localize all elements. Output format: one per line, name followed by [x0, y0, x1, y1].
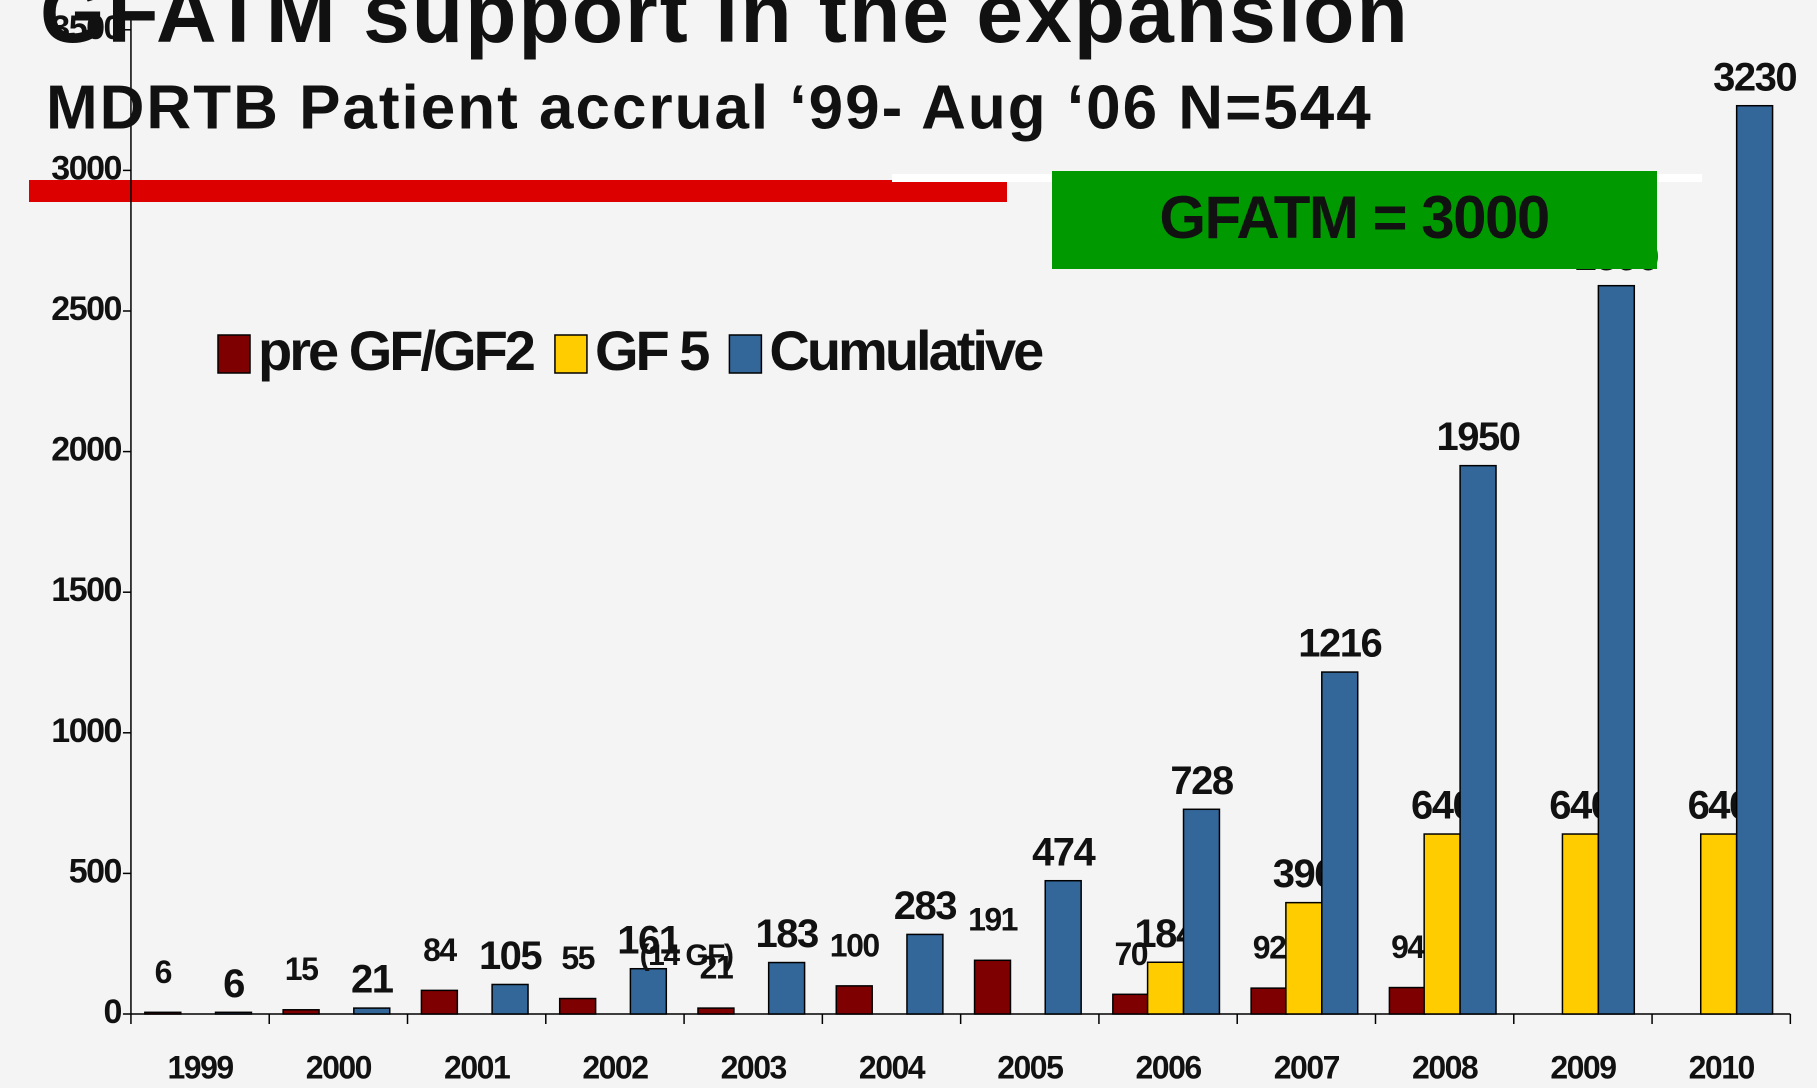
data-label: 105: [479, 934, 542, 978]
bar: [1699, 833, 1738, 1015]
bar: [629, 967, 668, 1015]
x-tick-label: 2001: [444, 1049, 510, 1085]
y-tick-label: 2000: [51, 431, 121, 469]
y-tick-label: 1000: [51, 712, 121, 750]
plot-area: 0 500 1000 1500 2000 2500 3000 3500 1999 6 6 2000 15…: [51, 9, 1798, 1086]
data-label: 6: [155, 954, 172, 990]
x-tick-label: 2010: [1689, 1049, 1755, 1085]
bar: [282, 1009, 320, 1015]
data-label: 100: [830, 927, 880, 963]
data-label: 728: [1170, 759, 1233, 803]
data-label: 84: [423, 932, 457, 968]
bar: [973, 959, 1012, 1015]
annotation-text: (14 GF): [640, 939, 733, 972]
bar: [1321, 671, 1359, 1015]
bar: [1112, 993, 1150, 1015]
data-label: 474: [1032, 830, 1096, 874]
bar: [1735, 104, 1774, 1015]
bar: [353, 1007, 391, 1015]
data-label: 1950: [1437, 415, 1520, 459]
y-tick-label: 500: [69, 852, 122, 890]
x-tick-label: 1999: [167, 1049, 233, 1085]
chart-subtitle: MDRTB Patient accrual ‘99- Aug ‘06 N=544: [46, 73, 1373, 142]
data-label: 191: [968, 902, 1018, 938]
x-tick-label: 2008: [1412, 1049, 1478, 1085]
bar: [1182, 808, 1221, 1015]
bar: [1250, 987, 1288, 1015]
data-label: 3230: [1713, 55, 1796, 99]
data-label: 21: [700, 950, 733, 986]
bar: [1044, 879, 1082, 1015]
x-tick-label: 2007: [1274, 1049, 1340, 1085]
bar: [906, 933, 944, 1015]
data-label: 55: [561, 940, 594, 976]
legend-label: pre GF/GF2: [258, 319, 534, 382]
x-tick-label: 2003: [721, 1049, 787, 1085]
y-tick-label: 1500: [51, 571, 121, 609]
chart-title: GFATM support in the expansion: [40, 0, 1410, 60]
annotation-box: [1052, 171, 1657, 269]
legend-swatch: [217, 334, 251, 374]
target-line: [29, 180, 1007, 202]
data-label: 183: [756, 912, 818, 956]
x-tick-label: 2005: [997, 1049, 1063, 1085]
x-tick-label: 2002: [582, 1049, 648, 1085]
bar: [1561, 833, 1600, 1015]
bar: [835, 985, 873, 1015]
data-label: 283: [894, 884, 956, 928]
data-label: 70: [1114, 936, 1147, 972]
data-label: 161: [617, 918, 680, 962]
bar: [1597, 284, 1636, 1015]
data-label: 21: [351, 958, 394, 1002]
y-tick-label: 3500: [51, 9, 121, 47]
data-label: 1216: [1298, 622, 1381, 666]
data-label: 15: [285, 951, 318, 987]
x-tick-label: 2004: [859, 1049, 926, 1085]
x-tick-label: 2000: [306, 1049, 372, 1085]
y-tick-label: 2500: [51, 290, 121, 328]
x-tick-label: 2006: [1135, 1049, 1201, 1085]
data-label: 94: [1391, 929, 1425, 965]
y-tick-label: 0: [104, 993, 122, 1031]
annotation-text: GFATM = 3000: [1159, 184, 1548, 251]
legend-swatch: [554, 334, 588, 374]
bar: [1146, 961, 1185, 1015]
legend-label: Cumulative: [769, 319, 1043, 382]
bar: [1423, 833, 1461, 1015]
x-tick-label: 2009: [1550, 1049, 1616, 1085]
legend-label: GF 5: [595, 319, 709, 382]
data-label: 6: [223, 962, 244, 1006]
y-tick-label: 3000: [51, 149, 121, 187]
bar: [491, 983, 529, 1015]
bar: [214, 1011, 253, 1015]
data-label: 92: [1253, 930, 1286, 966]
bar: [1285, 901, 1323, 1015]
bar: [697, 1007, 735, 1015]
bar: [1459, 464, 1497, 1015]
bar: [767, 961, 806, 1015]
bar: [420, 989, 459, 1015]
bar: [558, 997, 597, 1015]
bar: [1388, 986, 1427, 1015]
legend-swatch: [728, 334, 763, 374]
bar: [144, 1011, 182, 1015]
